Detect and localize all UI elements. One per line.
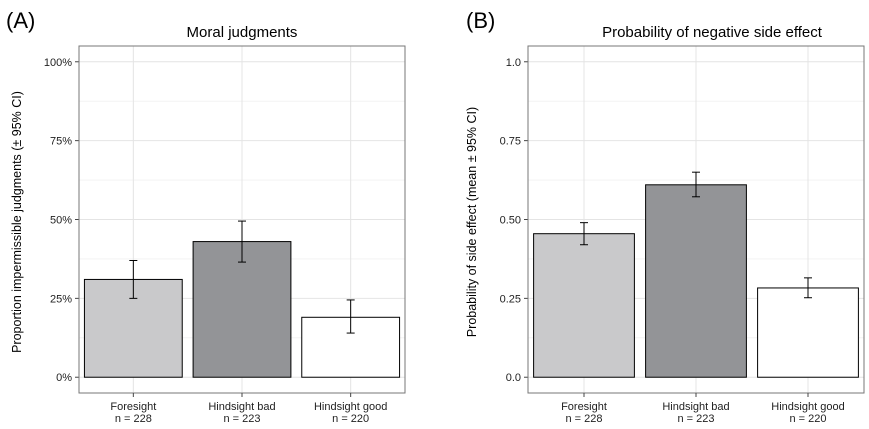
panel-label: (A): [6, 8, 35, 33]
y-tick-label: 0.75: [500, 136, 521, 148]
chart-title: Moral judgments: [187, 24, 298, 41]
x-tick-label: Foresight: [561, 401, 607, 413]
panel-label: (B): [466, 8, 495, 33]
x-tick-label: Hindsight bad: [208, 401, 275, 413]
x-tick-label: Hindsight bad: [662, 401, 729, 413]
y-tick-label: 50%: [50, 215, 72, 227]
y-tick-label: 25%: [50, 293, 72, 305]
x-tick-label: Hindsight good: [314, 401, 387, 413]
y-tick-label: 1.0: [506, 57, 521, 69]
bar: [533, 233, 635, 378]
y-tick-label: 100%: [44, 57, 72, 69]
y-axis-label: Proportion impermissible judgments (± 95…: [10, 91, 24, 353]
sample-size-label: n = 223: [677, 413, 714, 425]
y-axis-label: Probability of side effect (mean ± 95% C…: [465, 107, 479, 337]
chart-title: Probability of negative side effect: [602, 24, 823, 41]
sample-size-label: n = 228: [565, 413, 602, 425]
x-tick-label: Hindsight good: [771, 401, 844, 413]
y-tick-label: 0.0: [506, 372, 521, 384]
bar: [645, 184, 747, 378]
y-tick-label: 0.25: [500, 293, 521, 305]
bar: [757, 287, 859, 378]
sample-size-label: n = 220: [332, 413, 369, 425]
sample-size-label: n = 220: [789, 413, 826, 425]
y-tick-label: 0.50: [500, 215, 521, 227]
y-tick-label: 75%: [50, 136, 72, 148]
sample-size-label: n = 228: [115, 413, 152, 425]
y-tick-label: 0%: [56, 372, 72, 384]
bar: [192, 241, 292, 378]
x-tick-label: Foresight: [110, 401, 156, 413]
sample-size-label: n = 223: [223, 413, 260, 425]
